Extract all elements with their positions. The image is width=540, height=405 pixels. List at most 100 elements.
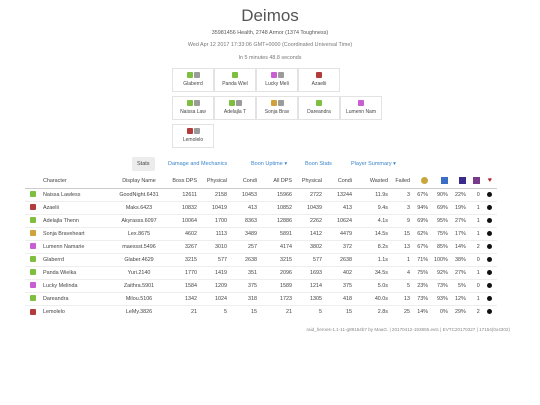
profession-icon — [270, 72, 277, 78]
col-all-physical[interactable]: Physical — [295, 174, 325, 189]
condi-cell: 351 — [230, 265, 260, 279]
table-row[interactable]: Azaelii Maks.6423 10832 10419 413 10852 10439 4… — [25, 200, 497, 214]
fury-uptime-cell: 27% — [450, 265, 469, 279]
status-cell — [482, 252, 497, 266]
table-row[interactable]: Dareandra Milou.5106 1342 1024 318 1723 1305 41… — [25, 291, 497, 305]
table-row[interactable]: Naissa Lawless GoodNight.6431 12611 2158 104… — [25, 187, 497, 201]
character-cell: Panda Wielka — [40, 265, 110, 279]
physical-cell: 1419 — [200, 265, 230, 279]
profession-icon — [186, 128, 193, 134]
tab-boon-stats[interactable]: Boon Stats — [305, 161, 332, 167]
tab-player-summary[interactable]: Player Summary ▾ — [351, 161, 396, 167]
squad-member-name: Panda Wiel — [222, 81, 248, 87]
squad-member-name: Sonja Brav — [264, 109, 290, 115]
all-condi-cell: 413 — [325, 200, 355, 214]
profession-icon — [235, 100, 242, 106]
table-row[interactable]: Adelajla Thenn Akyrasss.6097 10064 1700 8363… — [25, 213, 497, 227]
col-all-dps[interactable]: All DPS — [260, 174, 295, 189]
profession-icons — [257, 72, 297, 79]
all-condi-cell: 4479 — [325, 226, 355, 240]
all-physical-cell: 10439 — [295, 200, 325, 214]
table-row[interactable]: Sonja Braveheart Lex.8675 4602 1113 3489 5891… — [25, 226, 497, 240]
eagle-eye-uptime-cell: 93% — [431, 291, 451, 305]
character-cell: Naissa Lawless — [40, 187, 110, 201]
col-all-condi[interactable]: Condi — [325, 174, 355, 189]
profession-icons — [173, 100, 213, 107]
table-row[interactable]: Lumenn Namarie maexsst.5496 3267 3010 257 417… — [25, 239, 497, 253]
fury-uptime-cell: 5% — [450, 278, 469, 292]
boss-dps-cell: 21 — [168, 304, 200, 318]
failed-cell: 4 — [391, 265, 413, 279]
might-count-cell: 1 — [468, 265, 483, 279]
physical-cell: 577 — [200, 252, 230, 266]
duration-line: In 5 minutes 48.8 seconds — [238, 55, 302, 61]
tab-stats[interactable]: Stats — [132, 157, 155, 171]
scholar-icon[interactable] — [413, 174, 431, 189]
tab-bar: Stats Damage and Mechanics Boon Uptime ▾… — [0, 157, 540, 171]
status-dot-icon — [487, 230, 493, 236]
all-physical-cell: 5 — [295, 304, 325, 318]
col-display-name[interactable]: Display Name — [110, 174, 168, 189]
display-name-cell: Lex.8675 — [110, 226, 168, 240]
wasted-cell: 8.2s — [355, 239, 391, 253]
status-dot-icon — [487, 295, 493, 301]
all-physical-cell: 577 — [295, 252, 325, 266]
squad-member: Lucky Meli — [256, 68, 298, 92]
all-physical-cell: 1214 — [295, 278, 325, 292]
all-physical-cell: 1693 — [295, 265, 325, 279]
scholar-uptime-cell: 73% — [413, 291, 431, 305]
status-cell — [482, 187, 497, 201]
fury-uptime-cell: 38% — [450, 252, 469, 266]
col-boss-dps[interactable]: Boss DPS — [168, 174, 200, 189]
display-name-cell: Maks.6423 — [110, 200, 168, 214]
profession-icon — [186, 100, 193, 106]
col-condi[interactable]: Condi — [230, 174, 260, 189]
squad-member-name: Lumenn Nam — [345, 109, 376, 115]
stats-table-body: Naissa Lawless GoodNight.6431 12611 2158 104… — [25, 187, 497, 318]
condi-cell: 318 — [230, 291, 260, 305]
eagle-eye-icon[interactable] — [431, 174, 451, 189]
tab-damage-mechanics[interactable]: Damage and Mechanics — [168, 161, 228, 167]
display-name-cell: Yuri.2140 — [110, 265, 168, 279]
condi-cell: 8363 — [230, 213, 260, 227]
col-failed[interactable]: Failed — [391, 174, 413, 189]
wasted-cell: 9.4s — [355, 200, 391, 214]
failed-cell: 5 — [391, 278, 413, 292]
table-row[interactable]: Lemolelo LeMy.3826 21 5 15 21 5 15 2.8s 25 14% 0% 29… — [25, 304, 497, 318]
profession-icons — [299, 100, 339, 107]
might-icon[interactable] — [468, 174, 483, 189]
tab-boon-uptime[interactable]: Boon Uptime ▾ — [251, 161, 288, 167]
failed-cell: 1 — [391, 252, 413, 266]
table-header-row: Character Display Name Boss DPS Physical… — [25, 174, 497, 189]
might-count-cell: 2 — [468, 304, 483, 318]
fury-icon[interactable] — [450, 174, 469, 189]
might-count-cell: 1 — [468, 200, 483, 214]
profession-icon — [29, 230, 36, 237]
boss-dps-cell: 3215 — [168, 252, 200, 266]
might-count-cell: 1 — [468, 213, 483, 227]
physical-cell: 3010 — [200, 239, 230, 253]
col-wasted[interactable]: Wasted — [355, 174, 391, 189]
heart-icon[interactable]: ♥ — [482, 174, 497, 189]
profession-icons — [257, 100, 297, 107]
profession-icon — [277, 72, 284, 78]
table-row[interactable]: Glaberrd Glaber.4629 3215 577 2638 3215 577 263… — [25, 252, 497, 266]
profession-icon — [277, 100, 284, 106]
status-cell — [482, 213, 497, 227]
profession-icon — [29, 269, 36, 276]
all-condi-cell: 13244 — [325, 187, 355, 201]
col-character[interactable]: Character — [40, 174, 110, 189]
squad-member-name: Lucky Meli — [265, 81, 289, 87]
table-row[interactable]: Lucky Melinda Zaithra.5901 1584 1209 375 1589… — [25, 278, 497, 292]
table-row[interactable]: Panda Wielka Yuri.2140 1770 1419 351 2096 1693… — [25, 265, 497, 279]
failed-cell: 3 — [391, 187, 413, 201]
squad-member: Sonja Brav — [256, 96, 298, 120]
display-name-cell: Glaber.4629 — [110, 252, 168, 266]
failed-cell: 13 — [391, 291, 413, 305]
boss-dps-cell: 12611 — [168, 187, 200, 201]
status-dot-icon — [487, 256, 493, 262]
might-count-cell: 0 — [468, 278, 483, 292]
all-dps-cell: 12886 — [260, 213, 295, 227]
col-physical[interactable]: Physical — [200, 174, 230, 189]
all-dps-cell: 3215 — [260, 252, 295, 266]
